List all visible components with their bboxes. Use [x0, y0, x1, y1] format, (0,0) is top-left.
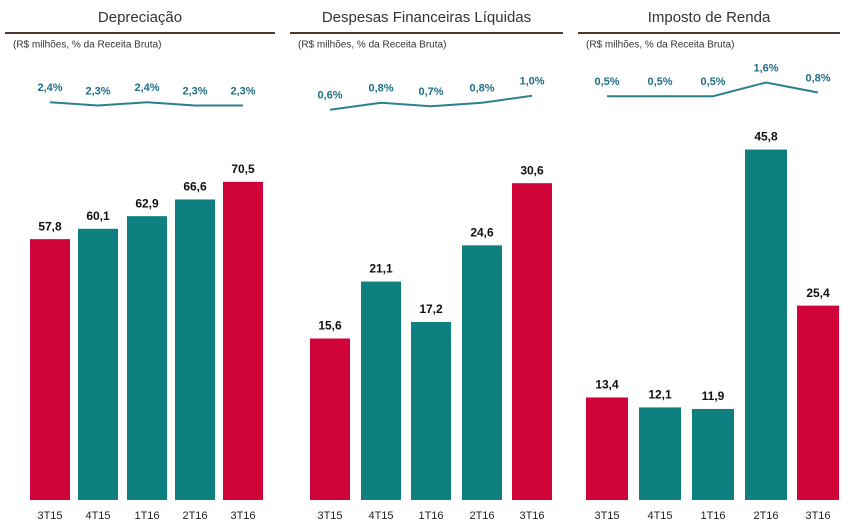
percent-label: 0,8% — [469, 83, 494, 95]
category-label: 3T16 — [230, 510, 255, 522]
bar — [411, 321, 451, 500]
category-label: 3T16 — [805, 510, 830, 522]
percent-line — [329, 94, 533, 111]
bar — [639, 407, 681, 500]
bar — [586, 397, 628, 500]
bar — [797, 305, 839, 500]
bar-value-label: 57,8 — [38, 219, 62, 233]
percent-label: 2,4% — [37, 82, 62, 94]
category-label: 2T16 — [469, 510, 494, 522]
category-label: 2T16 — [182, 510, 207, 522]
bar — [692, 408, 734, 500]
percent-label: 0,5% — [700, 76, 725, 88]
percent-line — [607, 81, 819, 98]
bar — [361, 281, 401, 500]
bar — [127, 216, 167, 500]
bar-value-label: 60,1 — [86, 209, 110, 223]
percent-line — [49, 101, 243, 107]
category-label: 3T15 — [317, 510, 342, 522]
category-label: 1T16 — [700, 510, 725, 522]
category-label: 1T16 — [134, 510, 159, 522]
category-label: 2T16 — [753, 510, 778, 522]
bar-value-label: 17,2 — [419, 302, 443, 316]
percent-label: 2,3% — [182, 85, 207, 97]
bar — [175, 199, 215, 500]
percent-label: 1,6% — [753, 62, 778, 74]
percent-label: 2,3% — [230, 85, 255, 97]
percent-label: 0,6% — [317, 90, 342, 102]
bar — [512, 183, 552, 500]
panel-subtitle: (R$ milhões, % da Receita Bruta) — [13, 40, 161, 51]
percent-label: 0,5% — [594, 76, 619, 88]
bar — [78, 228, 118, 500]
bar-value-label: 66,6 — [183, 180, 207, 194]
panel-title: Despesas Financeiras Líquidas — [322, 9, 531, 26]
category-label: 4T15 — [368, 510, 393, 522]
panel-subtitle: (R$ milhões, % da Receita Bruta) — [298, 40, 446, 51]
panel-subtitle: (R$ milhões, % da Receita Bruta) — [586, 40, 734, 51]
percent-label: 0,5% — [647, 76, 672, 88]
bar-value-label: 12,1 — [648, 388, 672, 402]
category-label: 3T15 — [37, 510, 62, 522]
category-label: 3T16 — [519, 510, 544, 522]
percent-label: 2,3% — [85, 85, 110, 97]
category-label: 4T15 — [647, 510, 672, 522]
bar-value-label: 45,8 — [754, 130, 778, 144]
percent-label: 0,8% — [368, 83, 393, 95]
percent-label: 0,7% — [418, 86, 443, 98]
bar — [223, 181, 263, 500]
bar — [745, 149, 787, 500]
bar-value-label: 30,6 — [520, 163, 544, 177]
bar-value-label: 25,4 — [806, 286, 830, 300]
bar-value-label: 70,5 — [231, 162, 255, 176]
percent-label: 2,4% — [134, 82, 159, 94]
category-label: 4T15 — [85, 510, 110, 522]
panel-title: Depreciação — [98, 9, 182, 26]
bar-value-label: 11,9 — [702, 389, 725, 403]
bar-value-label: 24,6 — [470, 225, 494, 239]
bar — [462, 245, 502, 500]
bar — [30, 239, 70, 500]
panel-title: Imposto de Renda — [648, 9, 771, 26]
bar-value-label: 21,1 — [369, 262, 393, 276]
bar — [310, 338, 350, 500]
percent-label: 0,8% — [805, 72, 830, 84]
bar-value-label: 15,6 — [318, 319, 342, 333]
bar-value-label: 62,9 — [135, 196, 159, 210]
bar-value-label: 13,4 — [595, 378, 619, 392]
category-label: 3T15 — [594, 510, 619, 522]
category-label: 1T16 — [418, 510, 443, 522]
percent-label: 1,0% — [519, 76, 544, 88]
